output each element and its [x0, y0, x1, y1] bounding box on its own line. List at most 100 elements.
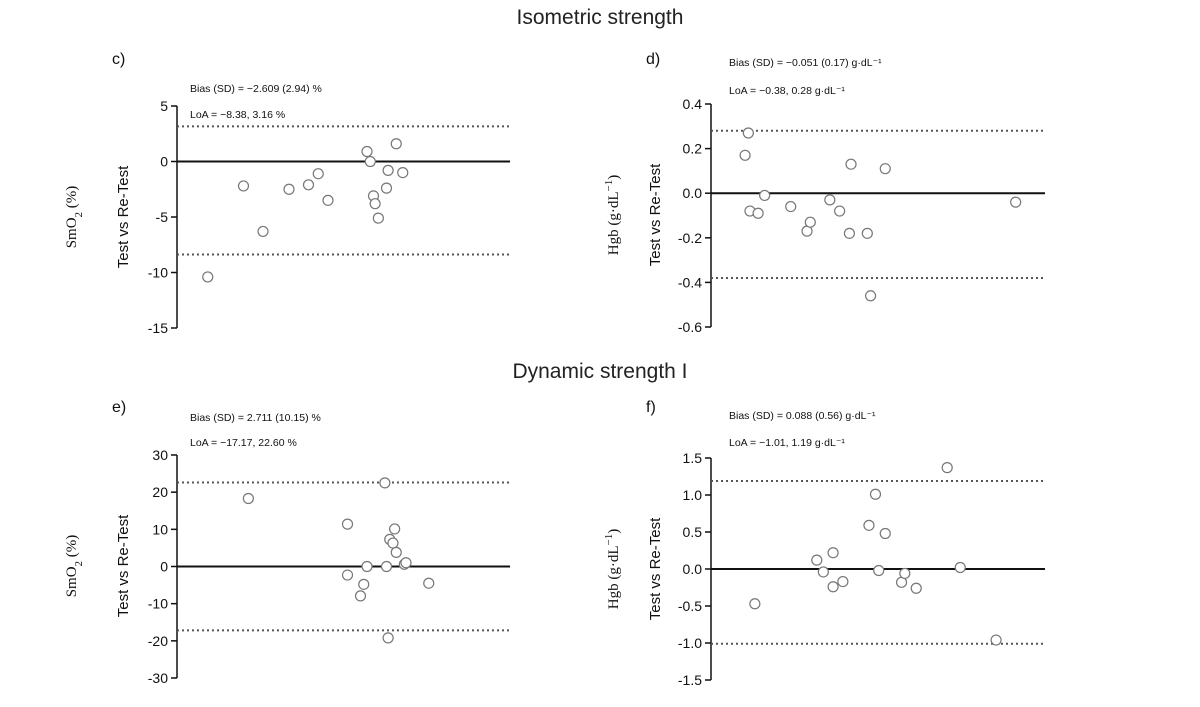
data-point [739, 149, 751, 161]
data-point [390, 138, 402, 150]
panel-d: d) Bias (SD) = −0.051 (0.17) g·dL⁻¹ LoA = … [603, 51, 1045, 335]
data-point [364, 155, 376, 168]
y-tick-label: 0.4 [683, 96, 703, 112]
data-point [873, 564, 885, 577]
data-point [1010, 196, 1022, 208]
data-point [423, 577, 435, 589]
y-axis-label-test: Test vs Re-Test [115, 165, 132, 268]
data-point [785, 200, 797, 213]
section-title-isometric: Isometric strength [516, 6, 684, 29]
data-point [879, 163, 891, 175]
data-point [382, 164, 394, 176]
y-tick-label: 0.5 [683, 524, 703, 540]
data-point [341, 518, 354, 530]
data-point [302, 179, 315, 191]
y-tick-label: 5 [160, 98, 168, 114]
y-axis-label-test: Test vs Re-Test [115, 514, 132, 617]
data-point [861, 227, 873, 239]
y-tick-label: 1.5 [683, 450, 703, 466]
data-point [824, 194, 836, 206]
y-axis-label-test: Test vs Re-Test [647, 163, 664, 266]
data-point [380, 182, 393, 194]
data-point [382, 632, 394, 644]
section-title-dynamic: Dynamic strength I [512, 360, 688, 383]
data-point [390, 546, 402, 558]
annotation-loa: LoA = −1.01, 1.19 g·dL⁻¹ [729, 437, 845, 449]
y-axis-label-measure: SmO2 (%) [64, 535, 85, 598]
panel-e: e) Bias (SD) = 2.711 (10.15) % LoA = −17.1… [64, 399, 510, 686]
data-point [237, 180, 250, 192]
data-point [322, 194, 334, 206]
annotation-bias: Bias (SD) = 2.711 (10.15) % [190, 412, 321, 424]
y-tick-label: -1.0 [678, 635, 702, 651]
annotation-loa: LoA = −0.38, 0.28 g·dL⁻¹ [729, 85, 845, 97]
data-point [312, 168, 324, 180]
data-point [843, 227, 856, 239]
annotation-bias: Bias (SD) = 0.088 (0.56) g·dL⁻¹ [729, 410, 876, 422]
panel-f: f) Bias (SD) = 0.088 (0.56) g·dL⁻¹ LoA = −… [603, 399, 1045, 688]
data-point [742, 127, 754, 139]
data-point [361, 560, 373, 573]
y-axis-label-test: Test vs Re-Test [647, 517, 664, 620]
data-point [834, 205, 846, 217]
data-point [341, 569, 354, 581]
y-tick-label: -0.5 [678, 598, 702, 614]
y-axis-label-measure: Hgb (g·dL−1) [603, 529, 622, 609]
data-point [845, 158, 857, 170]
annotation-loa: LoA = −8.38, 3.16 % [190, 109, 285, 121]
y-tick-label: 0.2 [683, 141, 703, 157]
y-axis-label-measure: SmO2 (%) [64, 186, 85, 249]
data-point [837, 575, 849, 588]
y-tick-label: -10 [148, 265, 168, 281]
data-point [749, 598, 761, 610]
y-tick-label: 0 [160, 559, 168, 575]
data-point [283, 183, 295, 195]
data-point [869, 488, 882, 500]
data-point [387, 537, 399, 549]
data-point [827, 547, 839, 559]
data-point [879, 527, 891, 540]
y-tick-label: -20 [148, 633, 168, 649]
panel-label: e) [112, 399, 126, 416]
data-point [380, 560, 393, 573]
y-axis-label-measure: Hgb (g·dL−1) [603, 175, 622, 255]
y-tick-label: 10 [152, 521, 168, 537]
y-tick-label: -1.5 [678, 672, 702, 688]
panel-label: d) [646, 51, 660, 68]
data-point [361, 145, 373, 158]
data-point [358, 578, 370, 590]
y-tick-label: 0 [160, 154, 168, 170]
data-point [954, 561, 966, 574]
data-point [941, 462, 953, 474]
y-tick-label: 1.0 [683, 487, 703, 503]
data-point [389, 523, 401, 535]
y-tick-label: 0.0 [683, 185, 703, 201]
y-tick-label: -0.4 [678, 274, 702, 290]
data-point [990, 634, 1002, 646]
data-point [202, 271, 214, 283]
panel-label: c) [112, 51, 125, 68]
data-point [354, 590, 367, 602]
y-tick-label: -0.2 [678, 230, 702, 246]
data-point [759, 189, 771, 202]
panel-c: c) Bias (SD) = −2.609 (2.94) % LoA = −8.38… [64, 51, 510, 336]
y-tick-label: -0.6 [678, 319, 702, 335]
data-point [863, 519, 875, 531]
data-point [910, 582, 922, 594]
panel-label: f) [646, 399, 656, 416]
data-point [369, 198, 381, 210]
data-point [752, 207, 764, 219]
data-point [397, 167, 409, 179]
y-tick-label: 0.0 [683, 561, 703, 577]
data-point [242, 492, 254, 505]
data-point [899, 567, 911, 580]
data-point [804, 216, 816, 228]
data-point [817, 566, 829, 578]
y-tick-label: 30 [152, 447, 168, 463]
y-tick-label: -30 [148, 670, 168, 686]
data-point [827, 581, 839, 593]
data-point [811, 554, 823, 566]
data-point [257, 225, 269, 238]
data-point [864, 290, 877, 302]
